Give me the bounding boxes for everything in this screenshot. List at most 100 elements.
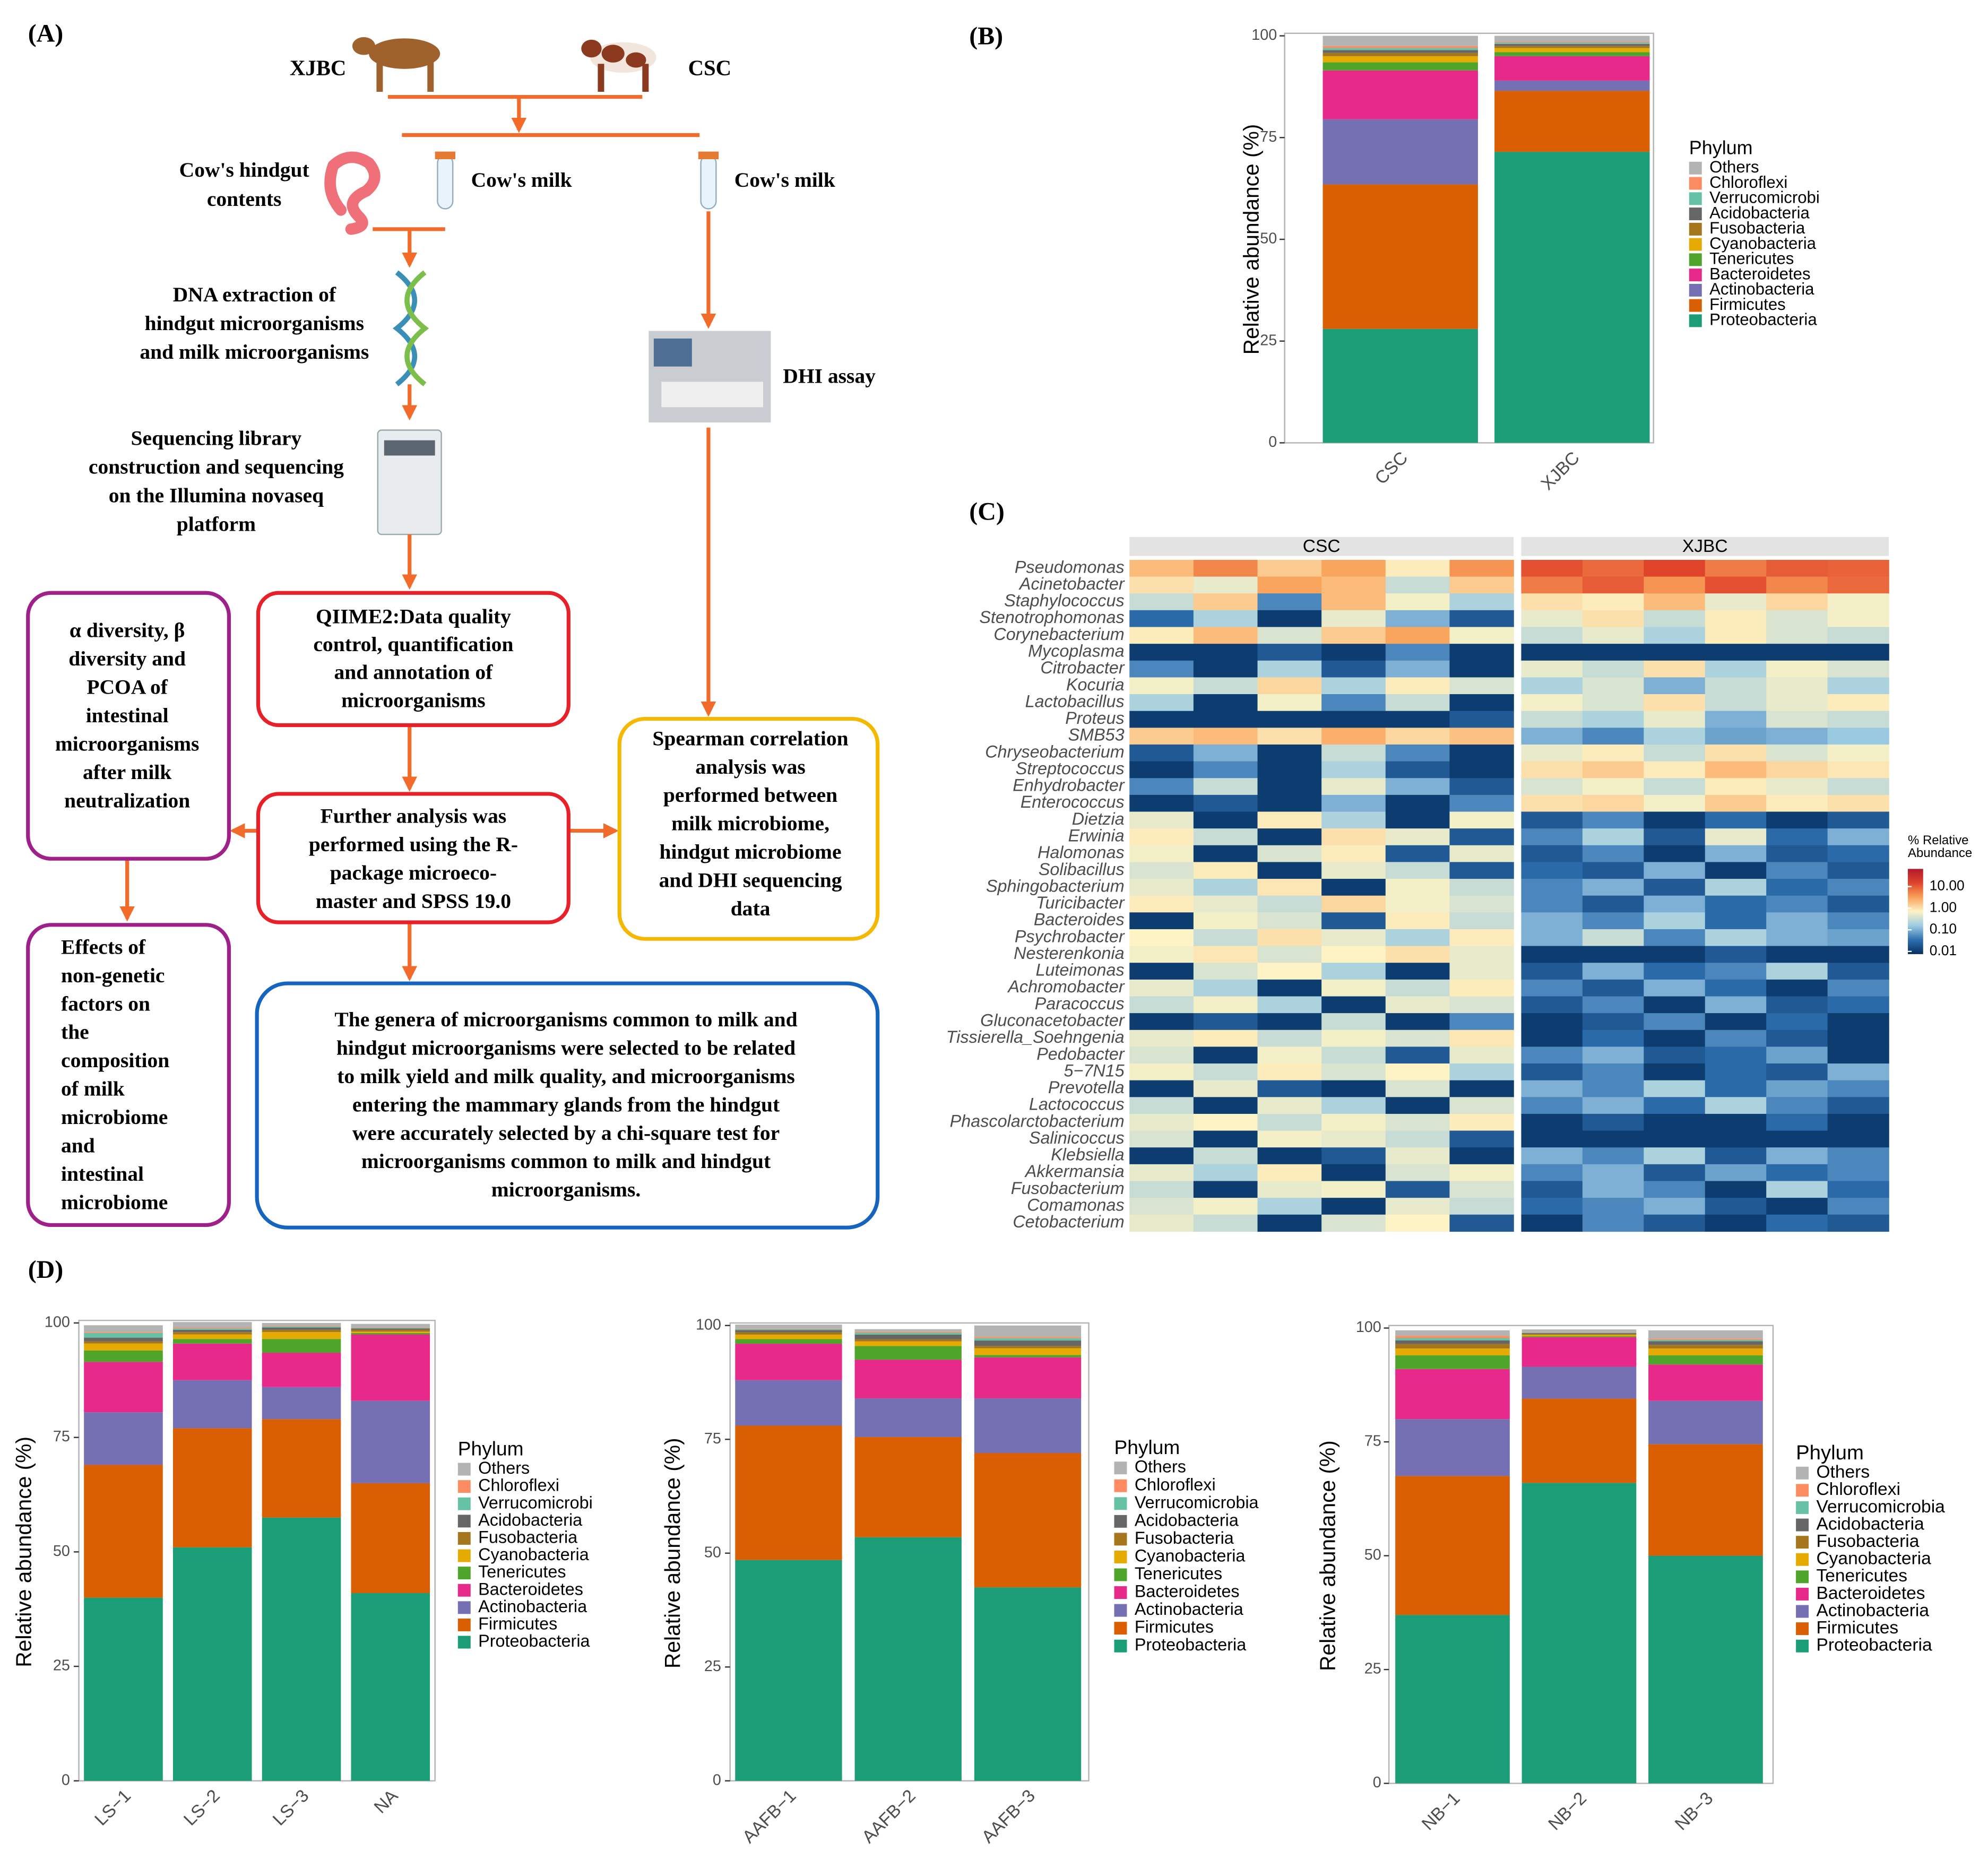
heat-cell [1385,627,1450,644]
heat-cell [1582,627,1645,644]
legend-label: Verrucomicrobi [1709,188,1820,207]
heat-cell [1644,627,1706,644]
heat-cell [1827,946,1889,963]
node-text: performed using the R- [309,833,518,856]
heat-cell [1129,1198,1194,1215]
heat-cell [1521,660,1583,678]
x-tick-label: LS−3 [269,1786,313,1829]
y-tick-label: 25 [1364,1660,1381,1677]
heat-cell [1129,1063,1194,1081]
legend-label: Chloroflexi [1135,1475,1216,1494]
heat-cell [1582,895,1645,913]
node-text: microorganisms [55,732,200,755]
bar-segment [84,1412,163,1465]
bar-segment [1648,1345,1763,1349]
row-label: Fusobacterium [1011,1179,1125,1198]
heat-cell [1385,677,1450,695]
heat-cell [1644,677,1706,695]
heat-cell [1385,912,1450,930]
bar-segment [1395,1615,1510,1784]
heat-cell [1582,1214,1645,1232]
bar-segment [172,1329,252,1333]
heat-cell [1705,811,1767,829]
heat-cell [1449,644,1514,661]
legend-label: Tenericutes [1816,1566,1907,1586]
bar-segment [1323,328,1478,443]
bar-segment [262,1326,341,1328]
heat-cell [1385,1097,1450,1114]
heat-cell [1521,728,1583,745]
heat-cell [1449,728,1514,745]
bar-segment [172,1334,252,1339]
heat-cell [1582,778,1645,795]
heat-cell [1705,644,1767,661]
bar-segment [262,1419,341,1518]
heat-cell [1521,828,1583,846]
row-label: Klebsiella [1051,1145,1124,1164]
heat-cell [1582,728,1645,745]
legend-swatch [1689,269,1702,282]
heat-cell [1766,677,1828,695]
heat-cell [1449,559,1514,577]
heat-cell [1827,778,1889,795]
heat-cell [1385,694,1450,712]
heat-cell [1521,1097,1583,1114]
legend-swatch [1796,1639,1809,1653]
heat-cell [1705,862,1767,879]
legend-label: Proteobacteria [478,1631,590,1650]
heat-cell [1705,576,1767,594]
legend-label: Fusobacteria [1709,219,1805,237]
heat-cell [1385,660,1450,678]
bar-segment [84,1337,163,1342]
bar-segment [1395,1476,1510,1615]
heat-cell [1321,1147,1386,1165]
bar-segment [974,1337,1082,1338]
bar-segment [854,1333,962,1335]
heat-cell [1449,610,1514,628]
legend-label: Chloroflexi [1816,1480,1900,1499]
heat-cell [1705,1080,1767,1098]
y-tick-label: 25 [53,1657,70,1674]
node-text: milk microbiome, [671,812,829,835]
node-text: DNA extraction of [173,283,336,306]
node-text: data [731,897,771,920]
heat-cell [1582,660,1645,678]
legend-swatch [1796,1518,1809,1532]
heat-cell [1257,711,1322,729]
heat-cell [1521,794,1583,812]
bar-segment [351,1334,430,1401]
node-text: contents [207,187,282,211]
row-label: Lactococcus [1029,1095,1125,1114]
y-tick-label: 100 [45,1314,70,1331]
legend-label: Others [1816,1463,1870,1482]
heat-cell [1521,1113,1583,1131]
heat-cell [1129,996,1194,1014]
legend-title: Phylum [1689,136,1753,158]
heat-cell [1321,761,1386,779]
heat-cell [1766,559,1828,577]
heat-cell [1644,593,1706,611]
node-text: intestinal [61,1162,144,1186]
bar-segment [1522,1335,1637,1336]
box [256,591,571,728]
heat-cell [1129,979,1194,997]
heat-cell [1257,1130,1322,1148]
heat-cell [1193,1046,1258,1064]
heat-cell [1129,559,1194,577]
x-tick-label: XJBC [1537,448,1584,494]
heat-cell [1582,794,1645,812]
heat-cell [1827,711,1889,729]
heat-cell [1766,1097,1828,1114]
box [255,981,880,1230]
heat-cell [1257,811,1322,829]
heat-cell [1827,1080,1889,1098]
heat-cell [1521,1198,1583,1215]
heat-cell [1705,778,1767,795]
heat-cell [1766,895,1828,913]
heat-cell [1582,1181,1645,1198]
heat-cell [1449,694,1514,712]
heat-cell [1827,627,1889,644]
heat-cell [1257,895,1322,913]
heat-cell [1385,559,1450,577]
heat-cell [1321,996,1386,1014]
